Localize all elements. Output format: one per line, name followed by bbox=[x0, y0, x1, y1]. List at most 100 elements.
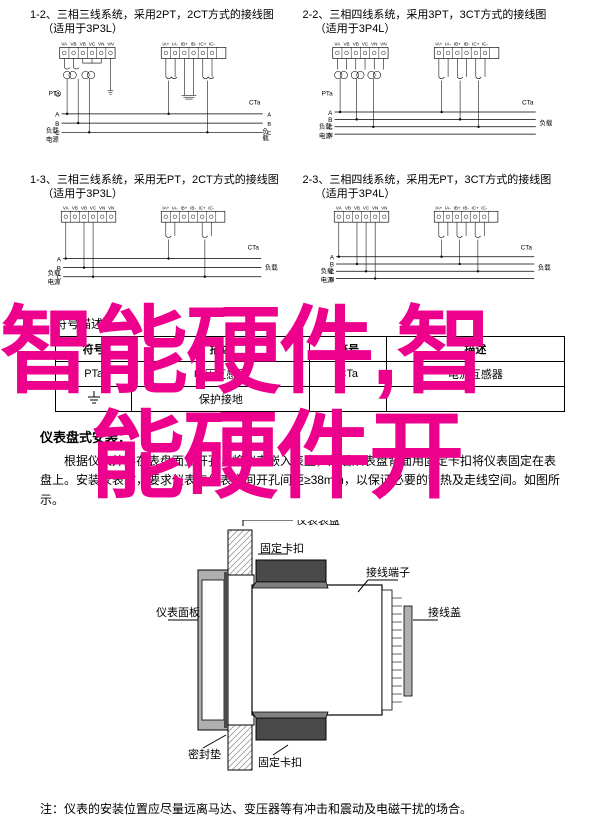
table-cell: PTa bbox=[56, 362, 132, 387]
symbol-description-section: 符号描述 符号 描述 符号 描述 PTa 电压互感器 CTa 电流互感器 保护接… bbox=[55, 315, 565, 412]
table-header: 符号 bbox=[310, 337, 386, 362]
svg-text:IC+: IC+ bbox=[199, 41, 207, 46]
table-header: 符号 bbox=[56, 337, 132, 362]
install-section: 仪表盘式安装： 根据仪表外形在表盘面上开孔，将仪表嵌入表盘，然后从表盘背面用固定… bbox=[40, 427, 565, 780]
svg-text:VB: VB bbox=[70, 41, 76, 46]
install-title: 仪表盘式安装： bbox=[40, 427, 565, 446]
symbol-table: 符号 描述 符号 描述 PTa 电压互感器 CTa 电流互感器 保护接地 bbox=[55, 336, 565, 412]
table-cell: 电流互感器 bbox=[386, 362, 564, 387]
svg-text:VN: VN bbox=[98, 41, 104, 46]
table-cell: 保护接地 bbox=[132, 387, 310, 412]
svg-text:固定卡扣: 固定卡扣 bbox=[258, 755, 302, 769]
svg-text:负载: 负载 bbox=[261, 126, 268, 141]
table-header: 描述 bbox=[132, 337, 310, 362]
svg-text:VB: VB bbox=[352, 41, 358, 46]
diagram-1-2: 1-2、三相三线系统，采用2PT，2CT方式的接线图 （适用于3P3L） VAV… bbox=[30, 8, 293, 163]
wiring-diagram-grid: 1-2、三相三线系统，采用2PT，2CT方式的接线图 （适用于3P3L） VAV… bbox=[0, 0, 595, 307]
wiring-svg-1-2: VAVBVBVCVNVN IA+IA-I bbox=[30, 40, 293, 160]
table-cell bbox=[310, 387, 386, 412]
diagram-title: 2-2、三相四线系统，采用3PT，3CT方式的接线图 （适用于3P4L） bbox=[303, 8, 566, 37]
svg-text:IA-: IA- bbox=[172, 206, 178, 211]
svg-text:IC+: IC+ bbox=[199, 206, 207, 211]
title-text: 2-2、三相四线系统，采用3PT，3CT方式的接线图 bbox=[303, 9, 547, 21]
table-row: 保护接地 bbox=[56, 387, 565, 412]
svg-text:接线盖: 接线盖 bbox=[428, 605, 461, 619]
install-note: 注：仪表的安装位置应尽量远离马达、变压器等有冲击和震动及电磁干扰的场合。 bbox=[40, 800, 565, 817]
svg-text:IB+: IB+ bbox=[453, 41, 460, 46]
table-row: PTa 电压互感器 CTa 电流互感器 bbox=[56, 362, 565, 387]
svg-text:VB: VB bbox=[344, 206, 350, 211]
svg-text:IC-: IC- bbox=[481, 41, 488, 46]
svg-text:IC+: IC+ bbox=[472, 41, 480, 46]
ground-icon bbox=[84, 391, 104, 405]
title-text: 1-2、三相三线系统，采用2PT，2CT方式的接线图 bbox=[30, 9, 274, 21]
svg-text:仪表表盘: 仪表表盘 bbox=[296, 520, 340, 527]
svg-text:VC: VC bbox=[361, 41, 368, 46]
svg-text:IA+: IA+ bbox=[162, 41, 169, 46]
table-header: 描述 bbox=[386, 337, 564, 362]
svg-text:VC: VC bbox=[90, 206, 97, 211]
wiring-svg-2-3: VAVBVBVCVNVN IA+IA-IB+IB-IC+IC- ABCN 负载电… bbox=[303, 204, 566, 304]
svg-text:CTa: CTa bbox=[249, 99, 261, 106]
table-cell bbox=[386, 387, 564, 412]
svg-text:IC-: IC- bbox=[208, 206, 215, 211]
svg-text:VB: VB bbox=[72, 206, 78, 211]
diagram-1-3: 1-3、三相三线系统，采用无PT，2CT方式的接线图 （适用于3P3L） VAV… bbox=[30, 173, 293, 308]
svg-text:VN: VN bbox=[371, 41, 377, 46]
svg-text:VB: VB bbox=[81, 206, 87, 211]
install-diagram: 仪表表盘 固定卡扣 接线端子 仪表面板 接线盖 密封垫 固定卡扣 bbox=[128, 520, 478, 780]
svg-text:IA+: IA+ bbox=[435, 206, 442, 211]
svg-text:IB+: IB+ bbox=[181, 41, 188, 46]
install-text: 根据仪表外形在表盘面上开孔，将仪表嵌入表盘，然后从表盘背面用固定卡扣将仪表固定在… bbox=[40, 452, 565, 510]
svg-text:VN: VN bbox=[372, 206, 378, 211]
svg-text:VN: VN bbox=[107, 41, 113, 46]
svg-text:电源: 电源 bbox=[318, 130, 331, 139]
svg-text:IA-: IA- bbox=[445, 41, 451, 46]
table-cell: 电压互感器 bbox=[132, 362, 310, 387]
svg-text:VN: VN bbox=[381, 206, 387, 211]
diagram-title: 1-3、三相三线系统，采用无PT，2CT方式的接线图 （适用于3P3L） bbox=[30, 173, 293, 202]
svg-text:VC: VC bbox=[362, 206, 369, 211]
svg-text:负载: 负载 bbox=[318, 121, 331, 130]
svg-text:密封垫: 密封垫 bbox=[188, 747, 221, 761]
svg-text:VA: VA bbox=[61, 41, 68, 46]
svg-text:IA-: IA- bbox=[444, 206, 450, 211]
svg-text:PTa: PTa bbox=[321, 90, 333, 97]
svg-text:VA: VA bbox=[63, 206, 70, 211]
title-subtext: （适用于3P4L） bbox=[315, 188, 396, 200]
svg-text:负载: 负载 bbox=[537, 263, 550, 272]
svg-text:A: A bbox=[267, 112, 271, 118]
table-row: 符号 描述 符号 描述 bbox=[56, 337, 565, 362]
svg-text:VB: VB bbox=[343, 41, 349, 46]
diagram-title: 2-3、三相四线系统，采用无PT，3CT方式的接线图 （适用于3P4L） bbox=[303, 173, 566, 202]
svg-text:VN: VN bbox=[99, 206, 105, 211]
svg-text:电源: 电源 bbox=[46, 134, 59, 143]
svg-text:IA-: IA- bbox=[172, 41, 178, 46]
svg-text:IC-: IC- bbox=[481, 206, 488, 211]
svg-text:IB-: IB- bbox=[191, 41, 197, 46]
svg-text:CTa: CTa bbox=[520, 245, 532, 252]
svg-text:A: A bbox=[329, 255, 334, 262]
svg-text:VA: VA bbox=[335, 206, 342, 211]
svg-text:IB-: IB- bbox=[463, 206, 469, 211]
svg-text:接线端子: 接线端子 bbox=[366, 565, 410, 579]
svg-text:IA+: IA+ bbox=[435, 41, 442, 46]
title-subtext: （适用于3P4L） bbox=[315, 23, 396, 35]
title-subtext: （适用于3P3L） bbox=[42, 188, 123, 200]
svg-text:VA: VA bbox=[334, 41, 341, 46]
svg-text:IC-: IC- bbox=[209, 41, 216, 46]
svg-text:IA+: IA+ bbox=[162, 206, 169, 211]
diagram-2-3: 2-3、三相四线系统，采用无PT，3CT方式的接线图 （适用于3P4L） VAV… bbox=[303, 173, 566, 308]
svg-text:负载: 负载 bbox=[539, 118, 552, 127]
table-cell bbox=[56, 387, 132, 412]
svg-text:A: A bbox=[55, 111, 60, 118]
svg-text:A: A bbox=[328, 109, 333, 116]
svg-text:负载: 负载 bbox=[48, 268, 61, 277]
svg-text:IB+: IB+ bbox=[181, 206, 188, 211]
page-root: 1-2、三相三线系统，采用2PT，2CT方式的接线图 （适用于3P3L） VAV… bbox=[0, 0, 595, 798]
table-cell: CTa bbox=[310, 362, 386, 387]
svg-text:IB+: IB+ bbox=[453, 206, 460, 211]
svg-text:负载: 负载 bbox=[46, 125, 59, 134]
svg-text:固定卡扣: 固定卡扣 bbox=[260, 541, 304, 555]
diagram-2-2: 2-2、三相四线系统，采用3PT，3CT方式的接线图 （适用于3P4L） VAV… bbox=[303, 8, 566, 163]
